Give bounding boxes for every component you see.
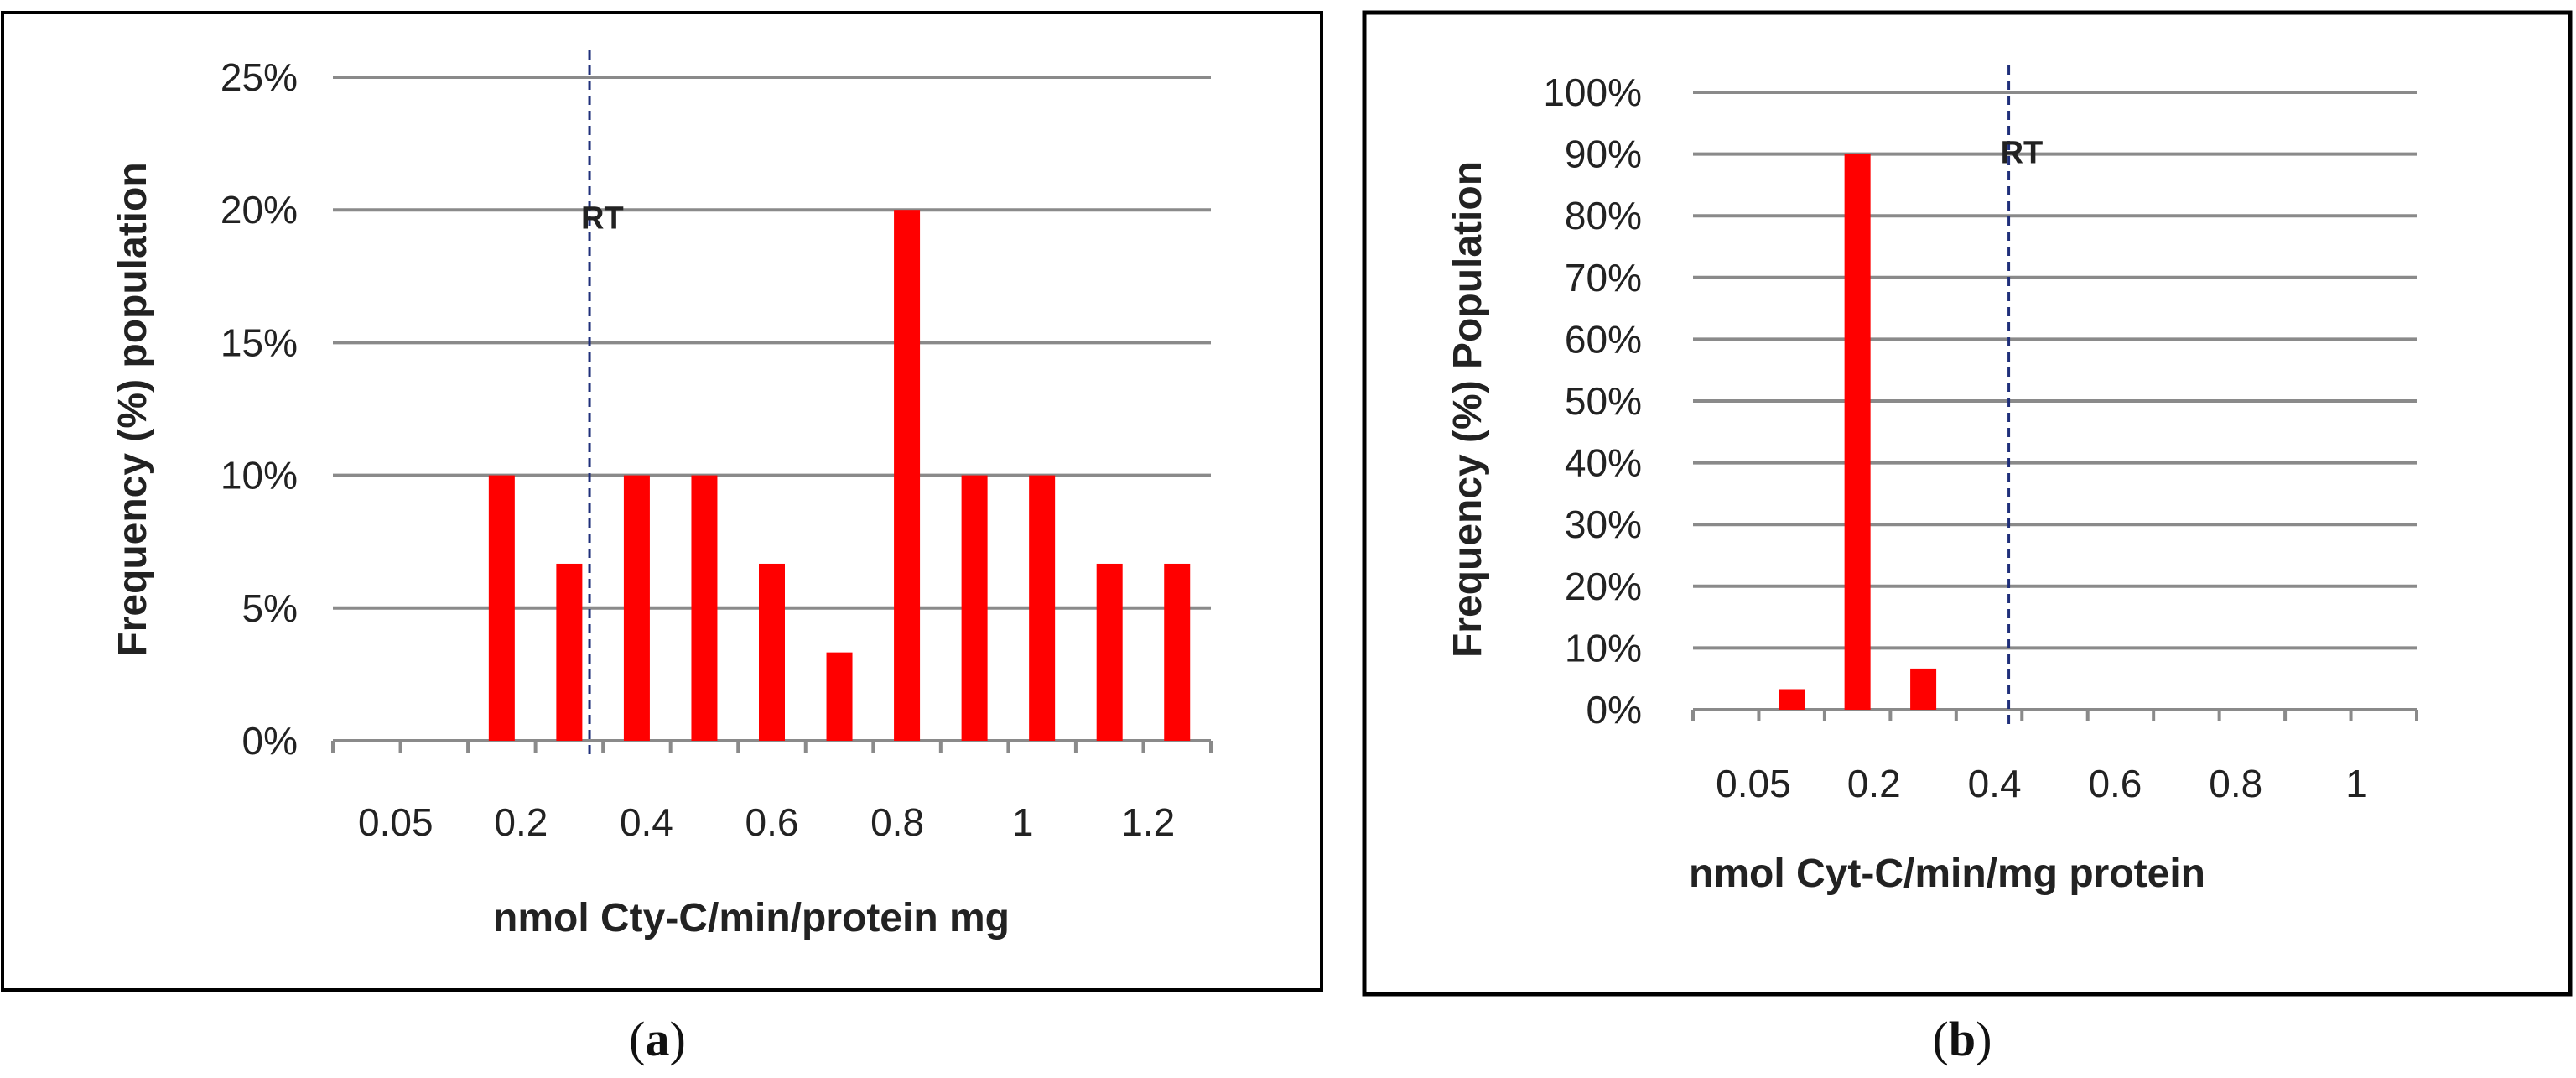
- chart-b-bar: [1910, 668, 1937, 710]
- chart-a-x-tick-label: 0.2: [494, 800, 548, 844]
- chart-a-y-tick-label: 25%: [221, 55, 298, 99]
- chart-b-y-tick-label: 70%: [1565, 256, 1642, 299]
- chart-a-bar: [488, 475, 515, 741]
- chart-a-ylabel: Frequency (%) population: [111, 162, 155, 656]
- chart-a-bar: [691, 475, 718, 741]
- chart-a-y-tick-label: 20%: [221, 188, 298, 232]
- chart-a-bar: [1096, 563, 1123, 741]
- caption-a-letter: a: [646, 1012, 670, 1066]
- chart-a-bar: [961, 475, 988, 741]
- chart-a-bar: [556, 563, 583, 741]
- chart-a-y-tick-label: 15%: [221, 320, 298, 364]
- chart-b-bar: [1779, 689, 1805, 710]
- chart-a-x-tick-label: 0.4: [620, 800, 673, 844]
- chart-b-x-tick-label: 1: [2345, 762, 2367, 805]
- caption-a: (a): [629, 1012, 686, 1066]
- caption-b-letter: b: [1949, 1012, 1976, 1066]
- chart-a-xlabel: nmol Cty-C/min/protein mg: [493, 896, 1010, 940]
- chart-b-y-tick-label: 10%: [1565, 626, 1642, 669]
- chart-b-rt-label: RT: [2001, 136, 2044, 171]
- chart-b-bar: [1844, 154, 1871, 711]
- chart-a-x-tick-label: 0.05: [358, 800, 434, 844]
- panel-a-frame: [1, 11, 1323, 992]
- chart-b-y-tick-label: 50%: [1565, 379, 1642, 423]
- chart-b-y-tick-label: 100%: [1543, 70, 1642, 114]
- chart-b-y-tick-label: 0%: [1587, 688, 1642, 732]
- chart-b-y-tick-label: 90%: [1565, 133, 1642, 176]
- chart-a-bar: [623, 475, 650, 741]
- chart-b-y-tick-label: 30%: [1565, 503, 1642, 546]
- chart-b: 0% 10% 20% 30% 40% 50% 60% 70% 80% 90% 100% 0.05 0.2…: [1543, 65, 2418, 805]
- chart-a-x-tick-label: 0.8: [870, 800, 924, 844]
- chart-a-x-tick-label: 1.2: [1121, 800, 1175, 844]
- chart-a-rt-label: RT: [581, 200, 624, 236]
- chart-a-bar: [1029, 475, 1056, 741]
- chart-a-x-tick-label: 1: [1012, 800, 1034, 844]
- chart-b-y-tick-label: 20%: [1565, 565, 1642, 608]
- chart-b-xlabel: nmol Cyt-C/min/mg protein: [1689, 851, 2205, 896]
- chart-b-x-tick-label: 0.05: [1716, 762, 1791, 805]
- chart-a-bar: [826, 652, 853, 741]
- chart-a-bar: [1164, 563, 1191, 741]
- chart-b-y-tick-label: 60%: [1565, 317, 1642, 361]
- chart-a-bar: [894, 210, 921, 741]
- panel-b-frame: [1362, 10, 2573, 997]
- chart-a: 0% 5% 10% 15% 20% 25% 0.05 0.2 0.4 0.6 0.8 1 1.2 RT: [221, 50, 1213, 844]
- chart-a-x-tick-label: 0.6: [745, 800, 799, 844]
- chart-b-y-tick-label: 80%: [1565, 194, 1642, 237]
- chart-a-y-tick-label: 10%: [221, 454, 298, 497]
- chart-b-x-tick-label: 0.4: [1968, 762, 2022, 805]
- chart-a-y-tick-label: 5%: [242, 586, 298, 630]
- chart-a-y-tick-label: 0%: [242, 719, 298, 763]
- chart-a-bar: [759, 563, 785, 741]
- chart-b-x-tick-label: 0.8: [2209, 762, 2262, 805]
- chart-b-x-tick-label: 0.2: [1847, 762, 1901, 805]
- chart-b-x-tick-label: 0.6: [2088, 762, 2142, 805]
- caption-b: (b): [1933, 1012, 1992, 1066]
- chart-b-ylabel: Frequency (%) Population: [1446, 161, 1490, 658]
- chart-b-y-tick-label: 40%: [1565, 441, 1642, 485]
